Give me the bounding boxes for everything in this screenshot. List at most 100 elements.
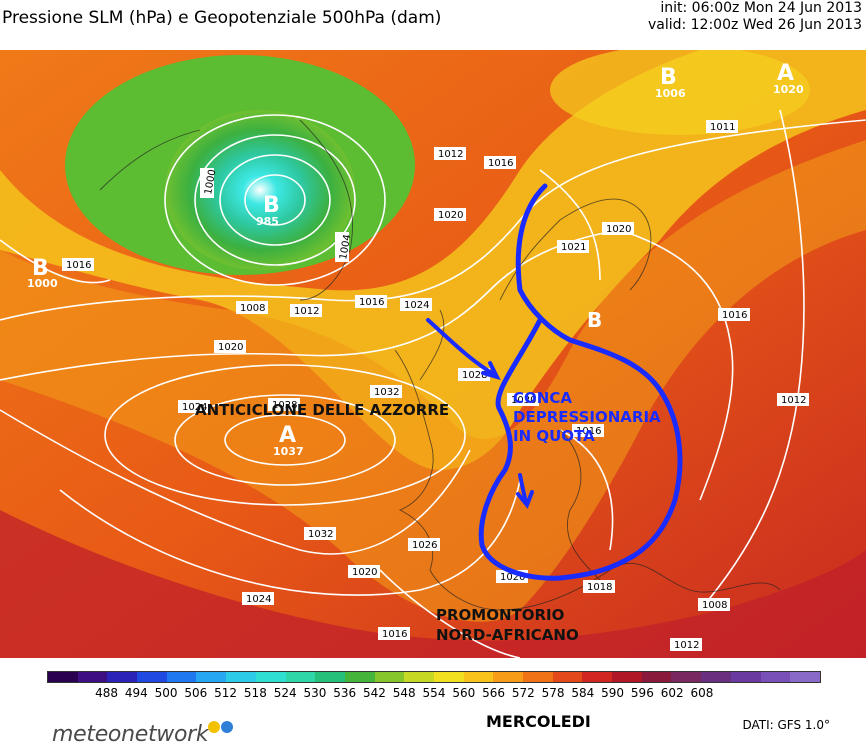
colorbar-tick-label: 506	[184, 686, 208, 700]
geopotential-colorbar	[47, 671, 821, 683]
meteonetwork-logo: meteonetwork	[52, 722, 209, 747]
colorbar-tick-label: 590	[601, 686, 625, 700]
svg-text:B: B	[263, 193, 280, 218]
svg-text:1004: 1004	[338, 234, 353, 261]
flow-arrows	[426, 318, 534, 509]
colorbar-swatch	[641, 672, 672, 682]
svg-text:1012: 1012	[781, 395, 806, 406]
colorbar-tick-label: 554	[422, 686, 446, 700]
trough-outline	[478, 183, 683, 581]
pressure-center-high-northeast: A 1020	[773, 61, 804, 96]
svg-text:1016: 1016	[722, 310, 747, 321]
colorbar-swatch	[730, 672, 761, 682]
colorbar-tick-label: 596	[630, 686, 654, 700]
svg-text:IN QUOTA: IN QUOTA	[513, 427, 595, 445]
svg-text:1008: 1008	[702, 600, 727, 611]
svg-text:1012: 1012	[294, 306, 319, 317]
svg-text:PROMONTORIO: PROMONTORIO	[436, 606, 564, 624]
colorbar-swatch	[582, 672, 613, 682]
svg-text:1006: 1006	[655, 87, 686, 100]
colorbar-swatch	[344, 672, 375, 682]
svg-text:1000: 1000	[27, 277, 58, 290]
colorbar-ticks: 488 494 500 506 512 518 524 530 536 542 548 554 560 5…	[47, 686, 821, 702]
svg-text:NORD-AFRICANO: NORD-AFRICANO	[436, 626, 579, 644]
svg-text:1012: 1012	[438, 149, 463, 160]
colorbar-swatch	[790, 672, 820, 682]
run-info: init: 06:00z Mon 24 Jun 2013 valid: 12:0…	[648, 0, 862, 34]
colorbar-tick-label: 530	[303, 686, 327, 700]
colorbar-swatch	[493, 672, 523, 682]
svg-text:1032: 1032	[374, 387, 399, 398]
colorbar-tick-label: 584	[571, 686, 595, 700]
isobars	[0, 109, 866, 658]
colorbar-tick-label: 566	[482, 686, 505, 700]
svg-text:1011: 1011	[710, 122, 735, 133]
forecast-day: MERCOLEDI	[486, 712, 591, 731]
colorbar-swatch	[107, 672, 138, 682]
valid-time: valid: 12:00z Wed 26 Jun 2013	[647, 17, 862, 33]
logo-dot-yellow	[208, 721, 220, 733]
svg-text:1020: 1020	[773, 83, 804, 96]
colorbar-swatch	[671, 672, 702, 682]
map-title: Pressione SLM (hPa) e Geopotenziale 500h…	[2, 8, 442, 28]
svg-text:1000: 1000	[203, 169, 218, 196]
svg-text:B: B	[660, 65, 677, 90]
svg-text:1037: 1037	[273, 445, 304, 458]
svg-text:1016: 1016	[359, 297, 384, 308]
pressure-center-low-west: B 1000	[27, 256, 58, 290]
pressure-center-low-greenland: B 985	[256, 193, 280, 228]
pressure-center-high-azores: A 1037	[273, 423, 304, 458]
pressure-center-low-north: B 1006	[655, 65, 686, 100]
svg-text:1028: 1028	[272, 400, 297, 411]
svg-text:1016: 1016	[488, 158, 513, 169]
svg-text:1020: 1020	[352, 567, 377, 578]
colorbar-swatch	[315, 672, 345, 682]
azores-label: ANTICICLONE DELLE AZZORRE	[195, 401, 449, 419]
colorbar-tick-label: 488	[95, 686, 118, 700]
svg-text:1024: 1024	[246, 594, 271, 605]
colorbar-swatch	[404, 672, 434, 682]
colorbar-swatch	[166, 672, 197, 682]
svg-text:DEPRESSIONARIA: DEPRESSIONARIA	[513, 408, 661, 426]
colorbar-swatch	[463, 672, 494, 682]
svg-text:1024: 1024	[404, 300, 429, 311]
svg-text:1024: 1024	[182, 402, 207, 413]
svg-text:B: B	[587, 308, 602, 332]
svg-text:1020: 1020	[606, 224, 631, 235]
svg-text:1020: 1020	[438, 210, 463, 221]
svg-text:1032: 1032	[308, 529, 333, 540]
svg-text:1028: 1028	[462, 370, 487, 381]
colorbar-swatch	[255, 672, 286, 682]
colorbar-tick-label: 608	[690, 686, 714, 700]
colorbar-tick-label: 548	[392, 686, 416, 700]
svg-text:1020: 1020	[218, 342, 243, 353]
colorbar-swatch	[760, 672, 791, 682]
yellow-band	[0, 50, 866, 470]
colorbar-tick-label: 578	[541, 686, 565, 700]
green-low-core	[165, 110, 355, 270]
svg-text:1018: 1018	[587, 582, 612, 593]
colorbar-tick-label: 572	[511, 686, 535, 700]
orange-band	[0, 140, 866, 622]
southern-red	[0, 510, 866, 658]
colorbar-swatch	[523, 672, 553, 682]
svg-text:B: B	[32, 256, 49, 281]
scandinavian-low-yellow	[550, 50, 810, 135]
colorbar-swatch	[433, 672, 464, 682]
svg-text:1016: 1016	[382, 629, 407, 640]
colorbar-tick-label: 512	[214, 686, 238, 700]
svg-text:1008: 1008	[240, 303, 265, 314]
data-source: DATI: GFS 1.0°	[742, 718, 830, 732]
colorbar-swatch	[226, 672, 256, 682]
svg-text:985: 985	[256, 215, 279, 228]
svg-text:1020: 1020	[500, 572, 525, 583]
colorbar-swatch	[196, 672, 227, 682]
svg-text:1030: 1030	[511, 395, 536, 406]
colorbar-tick-label: 542	[363, 686, 386, 700]
logo-dots-icon	[208, 718, 234, 737]
colorbar-swatch	[48, 672, 78, 682]
init-time: init: 06:00z Mon 24 Jun 2013	[660, 0, 862, 16]
colorbar-swatch	[612, 672, 642, 682]
colorbar-swatch	[77, 672, 108, 682]
ridge-label: PROMONTORIO NORD-AFRICANO	[436, 606, 579, 644]
